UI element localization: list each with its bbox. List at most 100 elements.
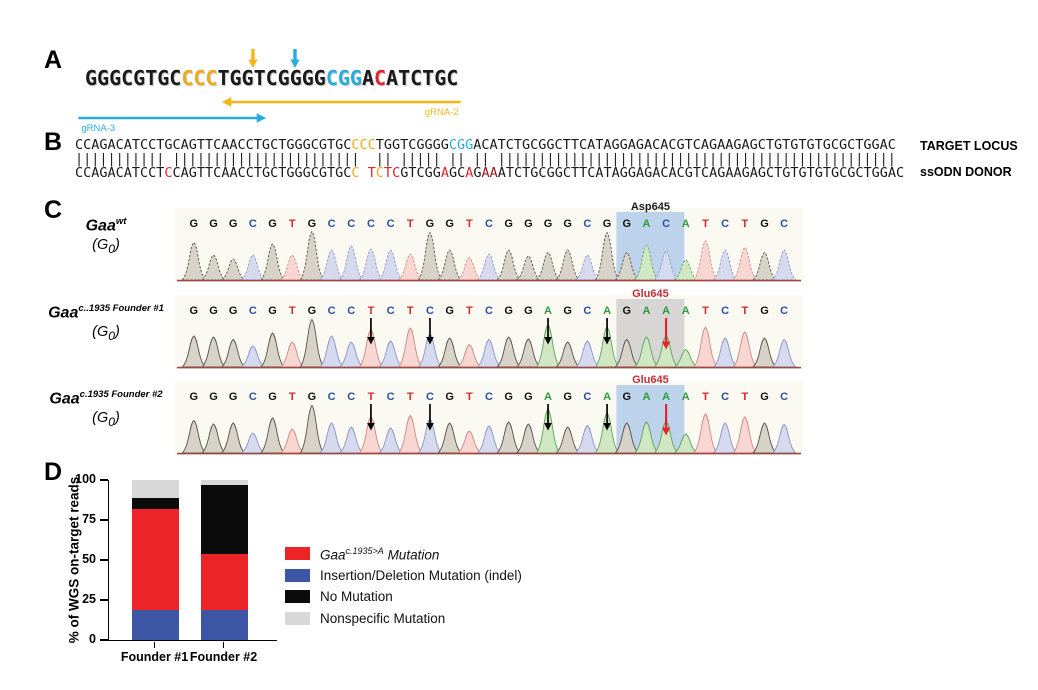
svg-text:G: G xyxy=(308,305,317,317)
svg-text:T: T xyxy=(407,305,414,317)
chromatogram-row: Gaac..1935 Founder #1 (G0) G G G C G T G C C T C T C G T… xyxy=(40,287,815,375)
svg-text:T: T xyxy=(702,305,709,317)
generation-label: (G0) xyxy=(92,324,120,344)
generation-label: (G0) xyxy=(92,237,120,257)
bar-segment xyxy=(201,553,248,610)
svg-text:T: T xyxy=(289,305,296,317)
svg-text:C: C xyxy=(367,218,375,230)
svg-text:G: G xyxy=(209,218,218,230)
svg-text:G: G xyxy=(622,391,631,403)
svg-text:C: C xyxy=(662,218,670,230)
svg-text:A: A xyxy=(642,391,650,403)
svg-text:C: C xyxy=(583,218,591,230)
svg-text:G: G xyxy=(524,218,533,230)
grna2-label: gRNA-2 xyxy=(425,107,459,118)
svg-text:G: G xyxy=(209,305,218,317)
grna2-arrow: gRNA-2 xyxy=(221,97,461,118)
mutation-arrow xyxy=(426,318,434,345)
svg-text:C: C xyxy=(485,305,493,317)
grna-annotation-arrows: gRNA-2 gRNA-3 xyxy=(78,49,461,134)
alignment-pipes: ||||||||||| ||||||||||||||||||||||| || |… xyxy=(75,151,896,167)
svg-text:T: T xyxy=(466,305,473,317)
svg-text:C: C xyxy=(347,391,355,403)
svg-text:C: C xyxy=(249,305,257,317)
bar-segment xyxy=(201,609,248,640)
svg-text:C: C xyxy=(485,391,493,403)
svg-text:C: C xyxy=(721,391,729,403)
genotype-label: Gaawt xyxy=(85,216,127,235)
legend-item: Gaac.1935>A Mutation xyxy=(285,543,522,565)
svg-text:T: T xyxy=(466,391,473,403)
svg-text:C: C xyxy=(387,391,395,403)
svg-text:G: G xyxy=(190,218,199,230)
svg-text:G: G xyxy=(622,305,631,317)
svg-text:G: G xyxy=(268,391,277,403)
svg-text:C: C xyxy=(721,305,729,317)
generation-label: (G0) xyxy=(92,410,120,430)
svg-text:C: C xyxy=(387,305,395,317)
y-tick-label: 25 xyxy=(82,592,96,606)
chart-legend: Gaac.1935>A Mutation Insertion/Deletion M… xyxy=(285,543,522,629)
bar-segment xyxy=(132,480,179,498)
svg-text:G: G xyxy=(268,218,277,230)
legend-text: Gaac.1935>A Mutation xyxy=(320,545,440,563)
svg-text:A: A xyxy=(603,391,611,403)
legend-item: No Mutation xyxy=(285,586,522,608)
svg-text:G: G xyxy=(308,218,317,230)
legend-swatch xyxy=(285,568,310,582)
mutation-arrow xyxy=(367,404,375,431)
y-tick-mark xyxy=(100,559,108,561)
svg-text:G: G xyxy=(308,391,317,403)
svg-text:G: G xyxy=(190,305,199,317)
y-tick-label: 50 xyxy=(82,552,96,566)
peaks xyxy=(181,318,797,368)
svg-text:G: G xyxy=(622,218,631,230)
ssodn-donor-label: ssODN DONOR xyxy=(920,165,1012,179)
svg-text:T: T xyxy=(407,391,414,403)
svg-text:G: G xyxy=(190,391,199,403)
svg-text:T: T xyxy=(741,391,748,403)
bar-segment xyxy=(132,497,179,509)
svg-text:C: C xyxy=(426,305,434,317)
svg-text:C: C xyxy=(387,218,395,230)
point-mutation-red-arrow xyxy=(661,318,671,350)
grna2-cut-arrow xyxy=(248,49,258,68)
panel-b-label: B xyxy=(44,128,63,156)
svg-text:T: T xyxy=(741,305,748,317)
grna-target-sequence: GGGCGTGCCCCTGGTCGGGGCGGACATCTGC xyxy=(85,66,459,90)
y-tick-mark xyxy=(100,519,108,521)
svg-text:A: A xyxy=(662,305,670,317)
svg-text:A: A xyxy=(642,218,650,230)
svg-text:G: G xyxy=(760,305,769,317)
x-tick-mark xyxy=(222,641,225,648)
svg-text:C: C xyxy=(347,218,355,230)
svg-text:G: G xyxy=(760,391,769,403)
svg-text:C: C xyxy=(780,305,788,317)
target-locus-sequence: CCAGACATCCTGCAGTTCAACCTGCTGGGCGTGCCCCTGG… xyxy=(75,137,896,153)
y-tick-mark xyxy=(100,639,108,641)
svg-text:G: G xyxy=(563,305,572,317)
svg-text:C: C xyxy=(426,391,434,403)
target-donor-alignment: CCAGACATCCTGCAGTTCAACCTGCTGGGCGTGCCCCTGG… xyxy=(75,138,904,180)
y-axis-label: % of WGS on-target reads xyxy=(66,476,82,644)
svg-text:C: C xyxy=(347,305,355,317)
bar-segment xyxy=(132,508,179,610)
grna3-cut-arrow xyxy=(290,49,300,68)
svg-text:G: G xyxy=(524,391,533,403)
chromatogram-row: Gaac.1935 Founder #2 (G0) G G G C G T G C C T C T C G T C… xyxy=(40,373,815,461)
svg-text:T: T xyxy=(368,305,375,317)
panel-d-label: D xyxy=(44,458,63,486)
svg-text:A: A xyxy=(682,391,690,403)
chromatogram-row-label: Gaac..1935 Founder #1 (G0) xyxy=(40,303,172,343)
ssodn-donor-sequence: CCAGACATCCTCCAGTTCAACCTGCTGGGCGTGCC TCTC… xyxy=(75,165,905,181)
legend-text: No Mutation xyxy=(320,589,393,605)
svg-text:G: G xyxy=(229,305,238,317)
mutation-arrow xyxy=(544,404,552,431)
svg-text:G: G xyxy=(445,218,454,230)
y-tick-label: 75 xyxy=(82,512,96,526)
svg-text:G: G xyxy=(603,218,612,230)
svg-text:A: A xyxy=(603,305,611,317)
legend-swatch xyxy=(285,611,310,625)
